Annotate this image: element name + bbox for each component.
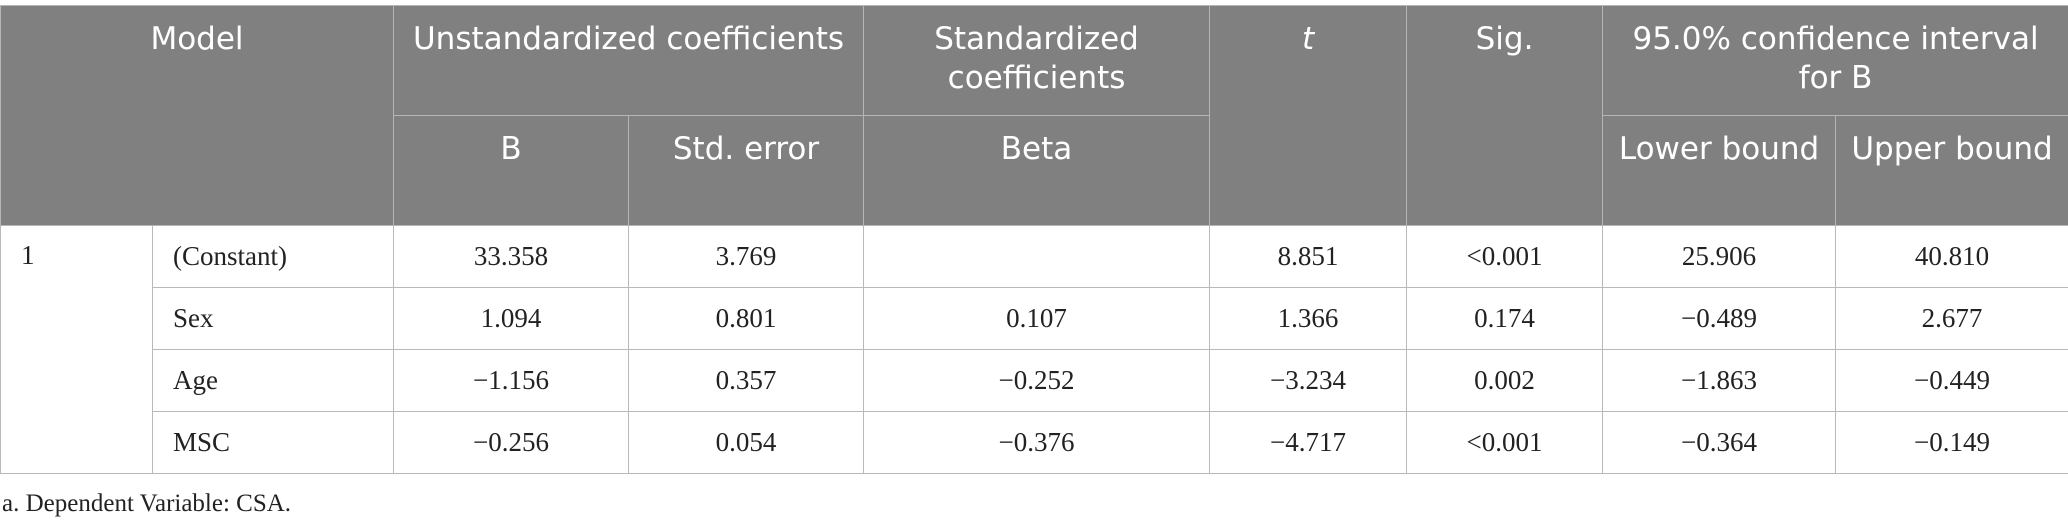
header-cell: t bbox=[1209, 5, 1408, 226]
subheader-cell: Upper bound bbox=[1835, 115, 2068, 226]
value-cell: −0.376 bbox=[863, 411, 1211, 474]
header-cell: 95.0% confidence interval for B bbox=[1602, 5, 2068, 116]
value-cell: −3.234 bbox=[1209, 349, 1408, 412]
value-cell: 0.174 bbox=[1406, 287, 1604, 350]
subheader-cell: B bbox=[393, 115, 630, 226]
value-cell: 0.107 bbox=[863, 287, 1211, 350]
value-cell: 0.801 bbox=[628, 287, 865, 350]
header-cell: Model bbox=[0, 5, 395, 226]
value-cell: −0.364 bbox=[1602, 411, 1837, 474]
value-cell: <0.001 bbox=[1406, 225, 1604, 288]
row-label: Sex bbox=[151, 287, 395, 350]
value-cell: 1.366 bbox=[1209, 287, 1408, 350]
value-cell: <0.001 bbox=[1406, 411, 1604, 474]
value-cell: 8.851 bbox=[1209, 225, 1408, 288]
table-row: 1 (Constant) 33.358 3.769 8.851 <0.001 25.906 4… bbox=[0, 225, 2068, 474]
value-cell: 2.677 bbox=[1835, 287, 2068, 350]
row-label: MSC bbox=[151, 411, 395, 474]
value-cell: 0.002 bbox=[1406, 349, 1604, 412]
value-cell: 40.810 bbox=[1835, 225, 2068, 288]
table-row: MSC −0.256 0.054 −0.376 −4.717 <0.001 −0.364 −0… bbox=[1, 411, 2068, 474]
row-label: Age bbox=[151, 349, 395, 412]
value-cell: 33.358 bbox=[393, 225, 630, 288]
subheader-cell: Lower bound bbox=[1602, 115, 1837, 226]
value-cell: −0.489 bbox=[1602, 287, 1837, 350]
header-cell: Unstandardized coefficients bbox=[393, 5, 865, 116]
model-cell: 1 bbox=[0, 225, 153, 474]
value-cell: −0.449 bbox=[1835, 349, 2068, 412]
value-cell: −4.717 bbox=[1209, 411, 1408, 474]
table-row: Age −1.156 0.357 −0.252 −3.234 0.002 −1.863 −0.… bbox=[1, 349, 2068, 412]
header-cell: Standardized coefficients bbox=[863, 5, 1211, 116]
value-cell: 25.906 bbox=[1602, 225, 1837, 288]
table-body: 1 (Constant) 33.358 3.769 8.851 <0.001 25.906 4… bbox=[0, 225, 2068, 474]
value-cell: −0.149 bbox=[1835, 411, 2068, 474]
footnote: a. Dependent Variable: CSA. bbox=[2, 490, 292, 517]
value-cell: 0.054 bbox=[628, 411, 865, 474]
value-cell: −0.252 bbox=[863, 349, 1211, 412]
value-cell: −0.256 bbox=[393, 411, 630, 474]
table-row: Sex 1.094 0.801 0.107 1.366 0.174 −0.489 2.677 bbox=[1, 287, 2068, 350]
row-label: (Constant) bbox=[151, 225, 395, 288]
value-cell: −1.863 bbox=[1602, 349, 1837, 412]
value-cell: −1.156 bbox=[393, 349, 630, 412]
value-cell: 1.094 bbox=[393, 287, 630, 350]
subheader-cell: Std. error bbox=[628, 115, 865, 226]
regression-table: Model Unstandardized coefficients Standa… bbox=[0, 5, 2068, 474]
header-cell: Sig. bbox=[1406, 5, 1604, 226]
value-cell bbox=[863, 225, 1211, 288]
value-cell: 0.357 bbox=[628, 349, 865, 412]
subheader-cell: Beta bbox=[863, 115, 1211, 226]
value-cell: 3.769 bbox=[628, 225, 865, 288]
